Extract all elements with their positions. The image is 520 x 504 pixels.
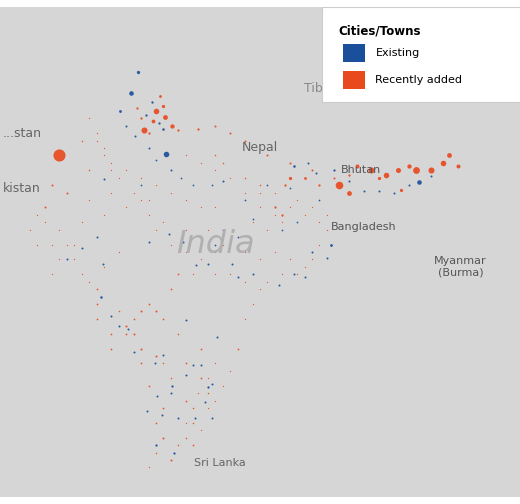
Text: India: India [176, 229, 255, 260]
Text: Myanmar
(Burma): Myanmar (Burma) [434, 256, 487, 278]
Text: Nepal: Nepal [242, 142, 278, 155]
Bar [343, 44, 365, 61]
Text: Existing: Existing [375, 48, 420, 58]
Text: Bangladesh: Bangladesh [331, 222, 397, 232]
Text: Cities/Towns: Cities/Towns [338, 24, 421, 37]
Text: Sri Lanka: Sri Lanka [194, 458, 246, 468]
Text: kistan: kistan [3, 181, 41, 195]
FancyBboxPatch shape [322, 7, 520, 102]
Text: Tibet: Tibet [304, 82, 335, 95]
Text: Recently added: Recently added [375, 75, 462, 85]
Bar [343, 72, 365, 89]
Text: ...stan: ...stan [3, 127, 42, 140]
Text: Bhutan: Bhutan [341, 165, 381, 175]
